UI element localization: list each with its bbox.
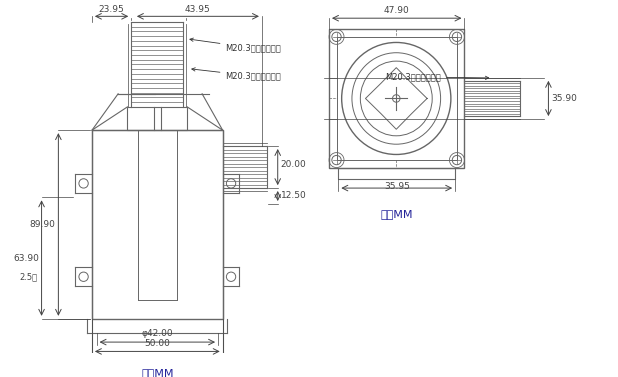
Text: 50.00: 50.00: [145, 339, 170, 348]
Text: M20.3（四分螺纹）: M20.3（四分螺纹）: [190, 38, 281, 52]
Text: 35.90: 35.90: [551, 94, 577, 103]
Text: 43.95: 43.95: [185, 5, 211, 14]
Bar: [92, 130, 222, 365]
Text: 63.90: 63.90: [13, 254, 39, 263]
Bar: [329, 29, 464, 167]
Bar: [92, 130, 222, 319]
Text: 单位MM: 单位MM: [380, 208, 413, 219]
Bar: [339, 167, 455, 179]
Text: 单位MM: 单位MM: [141, 368, 174, 377]
Text: 2.5小: 2.5小: [20, 272, 38, 281]
Text: 20.00: 20.00: [281, 160, 307, 169]
Text: M20.3（四分螺纹）: M20.3（四分螺纹）: [192, 68, 281, 81]
Bar: [337, 37, 457, 160]
Text: 35.95: 35.95: [384, 182, 410, 191]
Text: 47.90: 47.90: [384, 6, 410, 15]
Bar: [127, 107, 187, 130]
Text: 23.95: 23.95: [99, 5, 124, 14]
Text: 12.50: 12.50: [281, 191, 307, 200]
Text: 89.90: 89.90: [30, 220, 56, 229]
Text: M20.3（四分螺纹）: M20.3（四分螺纹）: [386, 72, 489, 81]
Text: φ42.00: φ42.00: [142, 329, 173, 338]
